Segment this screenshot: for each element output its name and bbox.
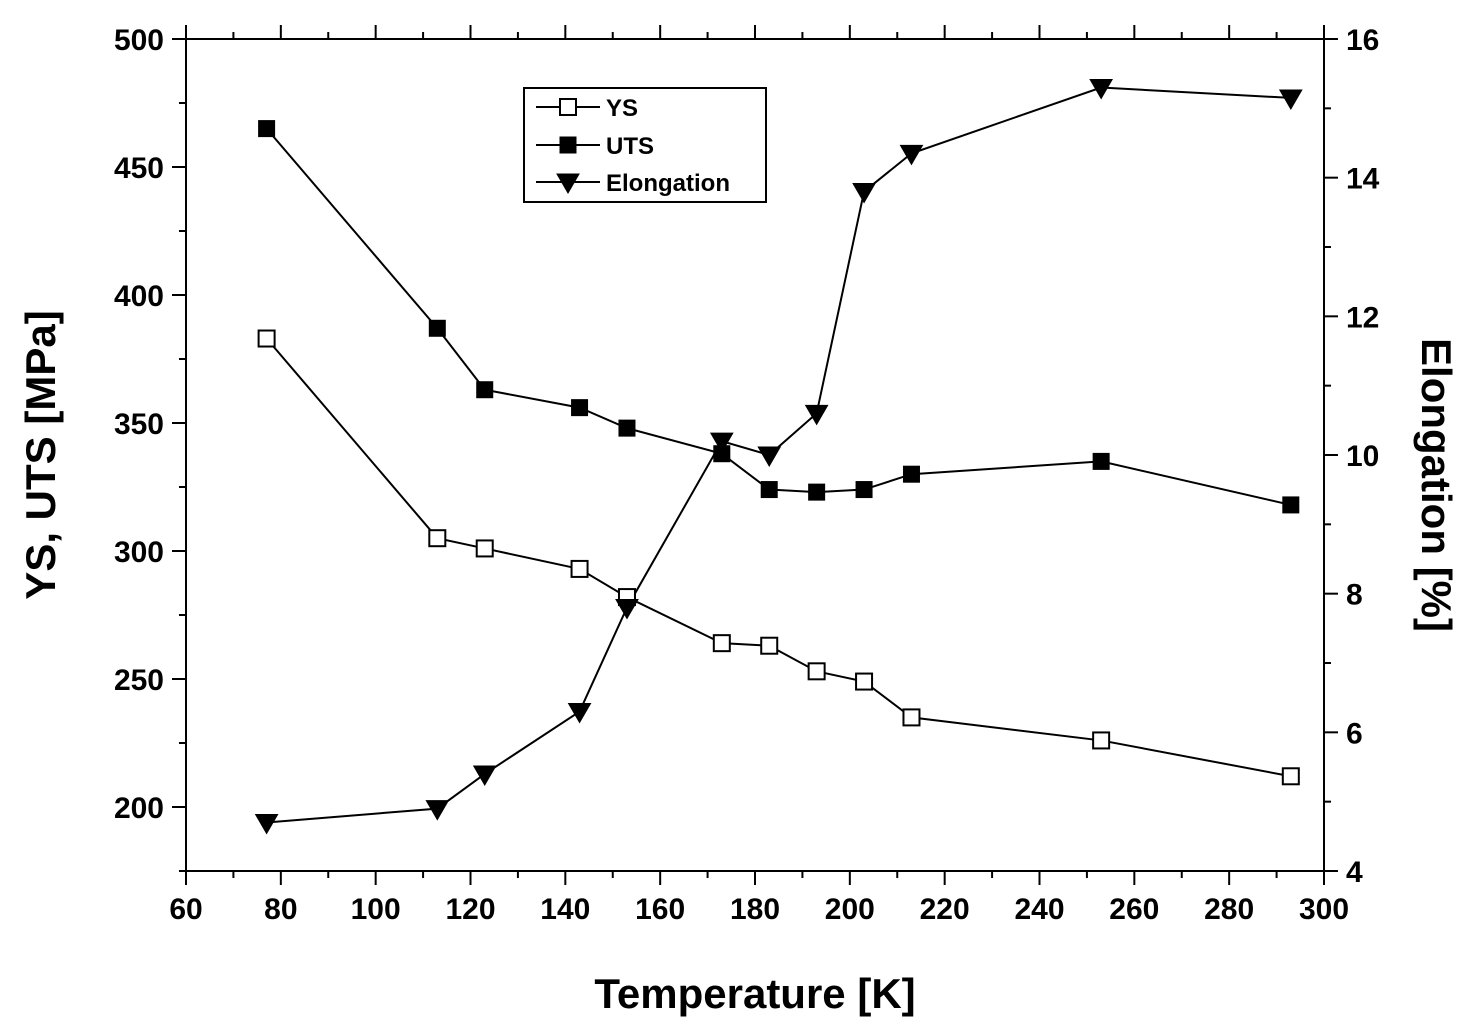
tick-labels: 60 80 100 120 140 160 180 200 220 240 260 280 300 200… — [114, 24, 1380, 926]
point-uts — [760, 481, 778, 499]
point-ys — [428, 529, 447, 548]
legend-label: Elongation — [606, 170, 730, 197]
legend-label: YS — [606, 95, 638, 122]
point-elongation — [1089, 79, 1114, 100]
y2-tick-label: 8 — [1346, 579, 1363, 612]
x-tick-label: 140 — [540, 893, 590, 926]
point-uts — [855, 481, 873, 499]
point-elongation — [472, 765, 497, 786]
x-tick-label: 160 — [635, 893, 685, 926]
point-uts — [1092, 452, 1110, 470]
point-ys — [1092, 731, 1111, 750]
point-elongation — [852, 183, 876, 204]
point-ys — [570, 559, 589, 578]
y2-tick-label: 6 — [1346, 717, 1363, 750]
x-tick-label: 60 — [169, 893, 202, 926]
point-uts — [808, 483, 826, 501]
legend-label: UTS — [606, 133, 654, 160]
point-uts — [428, 319, 446, 337]
y-tick-label: 250 — [114, 664, 164, 697]
point-uts — [571, 399, 589, 417]
x-tick-label: 220 — [920, 893, 970, 926]
y-tick-label: 300 — [114, 536, 164, 569]
point-ys — [257, 329, 276, 348]
y-tick-label: 450 — [114, 152, 164, 185]
y2-axis-title: Elongation [%] — [1413, 338, 1460, 632]
x-tick-label: 100 — [351, 893, 401, 926]
y2-tick-label: 12 — [1346, 301, 1379, 334]
point-ys — [807, 662, 826, 681]
ticks — [172, 25, 1338, 885]
point-elongation — [567, 703, 592, 724]
x-tick-label: 120 — [445, 893, 495, 926]
y2-tick-label: 16 — [1346, 24, 1379, 57]
legend: YS UTS Elongation — [523, 87, 767, 203]
y-tick-label: 400 — [114, 280, 164, 313]
series-line-uts — [265, 127, 1292, 506]
x-axis-title: Temperature [K] — [594, 970, 915, 1017]
point-elongation — [899, 144, 924, 166]
legend-marker — [556, 173, 580, 195]
point-elongation — [615, 599, 639, 620]
point-elongation — [709, 432, 734, 454]
point-ys — [475, 539, 494, 558]
y-tick-label: 200 — [114, 792, 164, 825]
y2-tick-label: 4 — [1346, 856, 1363, 889]
point-elongation — [425, 800, 450, 821]
y-axis-title: YS, UTS [MPa] — [17, 310, 64, 599]
series-line-ys — [265, 337, 1291, 778]
x-tick-label: 260 — [1109, 893, 1159, 926]
point-elongation — [757, 446, 782, 468]
series-markers — [254, 79, 1303, 835]
point-elongation — [804, 404, 829, 426]
point-ys — [1281, 767, 1300, 786]
y2-tick-label: 10 — [1346, 440, 1379, 473]
legend-marker — [559, 98, 577, 116]
legend-marker — [559, 136, 577, 154]
point-elongation — [1278, 89, 1303, 110]
x-tick-label: 180 — [730, 893, 780, 926]
point-ys — [760, 636, 779, 655]
point-elongation — [254, 813, 279, 835]
point-uts — [618, 419, 636, 437]
point-ys — [712, 634, 731, 653]
y-tick-label: 350 — [114, 408, 164, 441]
point-uts — [258, 120, 276, 138]
point-uts — [902, 465, 920, 483]
y-tick-label: 500 — [114, 24, 164, 57]
x-tick-label: 80 — [264, 893, 297, 926]
x-tick-label: 280 — [1204, 893, 1254, 926]
point-ys — [855, 672, 874, 691]
y2-tick-label: 14 — [1346, 163, 1380, 196]
point-uts — [476, 381, 494, 399]
x-tick-label: 240 — [1014, 893, 1064, 926]
series-line-elongation — [266, 86, 1291, 824]
series-lines — [265, 86, 1292, 824]
x-tick-label: 300 — [1299, 893, 1349, 926]
x-tick-label: 200 — [825, 893, 875, 926]
point-uts — [1282, 496, 1300, 514]
point-ys — [902, 708, 921, 727]
